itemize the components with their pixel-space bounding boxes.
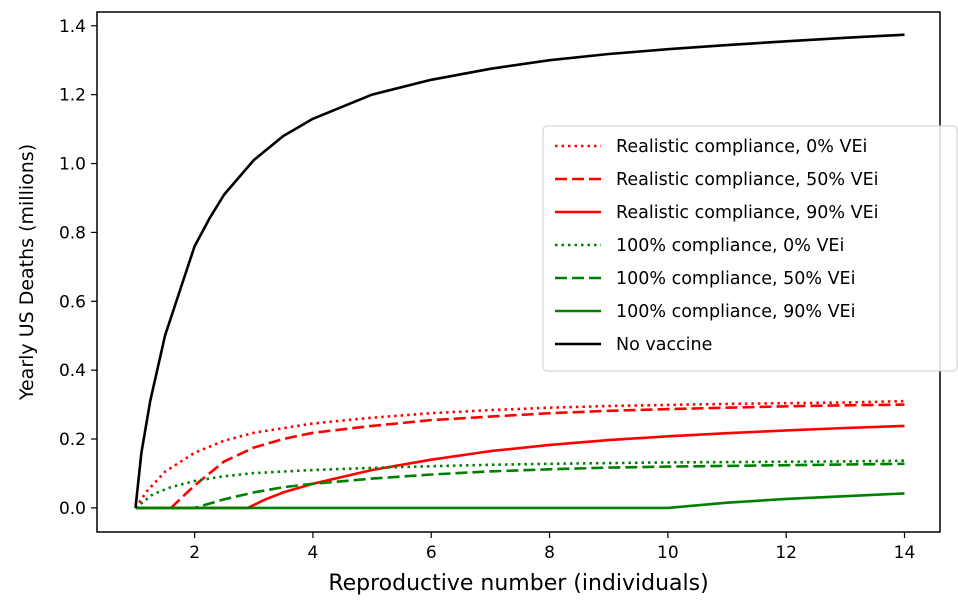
x-tick-label: 10 <box>657 543 679 563</box>
series-line-5 <box>135 462 905 510</box>
x-axis-label: Reproductive number (individuals) <box>328 571 708 596</box>
series-line-4 <box>134 459 905 509</box>
y-tick-label: 0.6 <box>59 292 86 312</box>
y-tick-label: 1.2 <box>59 86 86 106</box>
x-tick-label: 8 <box>544 543 555 563</box>
y-tick-label: 1.0 <box>59 155 86 175</box>
y-tick-label: 1.4 <box>59 17 86 37</box>
y-tick-label: 0.4 <box>59 361 86 381</box>
y-tick-label: 0.0 <box>59 499 86 519</box>
legend-label: Realistic compliance, 90% VEi <box>616 203 879 223</box>
y-axis-label: Yearly US Deaths (millions) <box>16 144 38 401</box>
series-line-3 <box>135 424 905 510</box>
x-tick-label: 14 <box>894 543 916 563</box>
series-line-6 <box>135 492 905 510</box>
legend-label: No vaccine <box>616 335 712 355</box>
y-tick-label: 0.2 <box>59 430 86 450</box>
x-tick-label: 2 <box>189 543 200 563</box>
series-line-2 <box>170 403 905 509</box>
x-tick-label: 12 <box>775 543 797 563</box>
legend-label: Realistic compliance, 50% VEi <box>616 170 879 190</box>
plot-lines <box>134 33 905 510</box>
series-line-1 <box>134 399 905 509</box>
y-axis-ticks: 0.0 0.2 0.4 0.6 0.8 1.0 1.2 1.4 <box>59 17 97 519</box>
x-tick-label: 4 <box>308 543 319 563</box>
legend-label: 100% compliance, 0% VEi <box>616 236 844 256</box>
legend-label: 100% compliance, 50% VEi <box>616 269 855 289</box>
legend-box <box>542 125 958 372</box>
x-tick-label: 6 <box>426 543 437 563</box>
series-line-7 <box>134 33 905 509</box>
x-axis-ticks: 2 4 6 8 10 12 14 <box>189 532 915 563</box>
legend-label: 100% compliance, 90% VEi <box>616 302 855 322</box>
legend-label: Realistic compliance, 0% VEi <box>616 137 867 157</box>
legend: Realistic compliance, 0% VEi Realistic co… <box>542 125 958 372</box>
y-tick-label: 0.8 <box>59 223 86 243</box>
